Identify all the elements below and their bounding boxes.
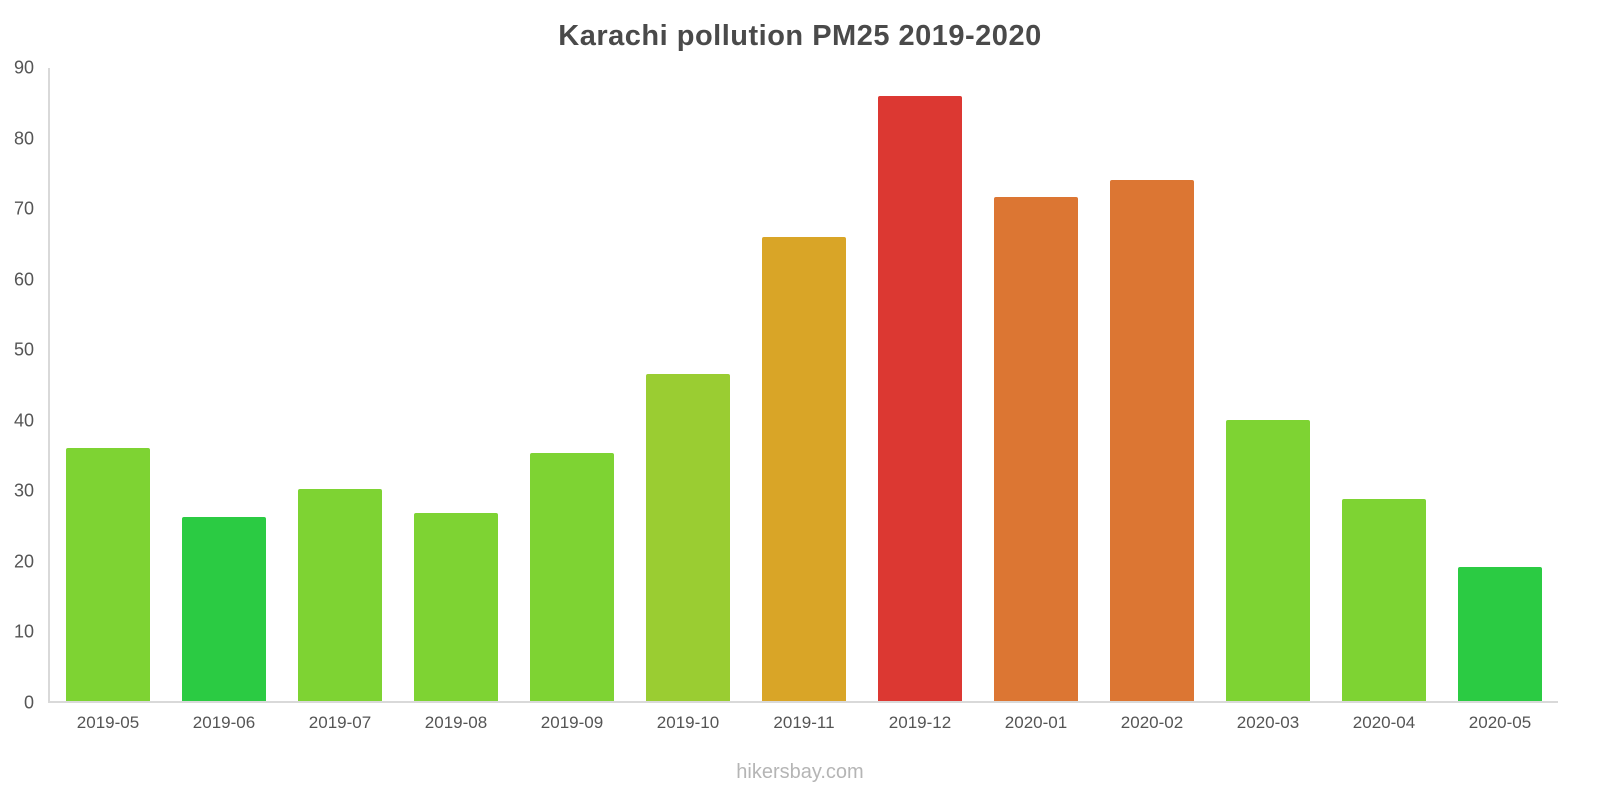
bar-slot: 2020-03 bbox=[1210, 68, 1326, 732]
bar bbox=[1458, 567, 1542, 701]
bar-slot: 2019-11 bbox=[746, 68, 862, 732]
x-tick-label: 2019-05 bbox=[76, 713, 140, 732]
x-tick-label: 2020-05 bbox=[1468, 713, 1532, 732]
plot-area: 2019-05 2019-06 2019-07 2019-08 2019-09 2019-… bbox=[48, 68, 1558, 732]
x-tick-label: 2020-01 bbox=[1004, 713, 1068, 732]
x-tick-label: 2020-03 bbox=[1236, 713, 1300, 732]
bar-slot: 2019-09 bbox=[514, 68, 630, 732]
bar-slot: 2020-02 bbox=[1094, 68, 1210, 732]
bar-slot: 2019-06 bbox=[166, 68, 282, 732]
y-tick-label: 40 bbox=[13, 410, 34, 431]
bar bbox=[762, 236, 846, 701]
bar bbox=[66, 447, 150, 701]
x-tick-label: 2019-12 bbox=[888, 713, 952, 732]
y-tick-label: 60 bbox=[13, 269, 34, 290]
x-tick-label: 2019-07 bbox=[308, 713, 372, 732]
bar-slot: 2019-12 bbox=[862, 68, 978, 732]
bar bbox=[530, 452, 614, 701]
bar-slot: 2019-08 bbox=[398, 68, 514, 732]
x-tick-label: 2019-09 bbox=[540, 713, 604, 732]
bar bbox=[182, 517, 266, 701]
y-tick-label: 70 bbox=[13, 198, 34, 219]
chart-title: Karachi pollution PM25 2019-2020 bbox=[558, 20, 1042, 52]
y-axis: 0 10 20 30 40 50 60 70 80 90 bbox=[0, 58, 46, 713]
y-tick-label: 10 bbox=[13, 621, 34, 642]
bar bbox=[646, 373, 730, 701]
bar-slot: 2019-10 bbox=[630, 68, 746, 732]
y-tick-label: 80 bbox=[13, 128, 34, 149]
bars: 2019-05 2019-06 2019-07 2019-08 2019-09 2019-… bbox=[50, 68, 1558, 732]
y-tick-label: 30 bbox=[13, 480, 34, 501]
bar-slot: 2020-04 bbox=[1326, 68, 1442, 732]
y-tick-label: 0 bbox=[23, 692, 34, 713]
watermark: hikersbay.com bbox=[736, 761, 864, 783]
y-tick-label: 20 bbox=[13, 551, 34, 572]
bar bbox=[414, 512, 498, 701]
bar bbox=[878, 96, 962, 701]
x-tick-label: 2020-04 bbox=[1352, 713, 1416, 732]
x-tick-label: 2020-02 bbox=[1120, 713, 1184, 732]
bar-slot: 2019-07 bbox=[282, 68, 398, 732]
bar-slot: 2019-05 bbox=[50, 68, 166, 732]
bar-slot: 2020-05 bbox=[1442, 68, 1558, 732]
y-tick-label: 90 bbox=[13, 57, 34, 78]
x-tick-label: 2019-10 bbox=[656, 713, 720, 732]
bar bbox=[298, 489, 382, 701]
bar bbox=[1342, 499, 1426, 701]
bar bbox=[994, 197, 1078, 701]
x-tick-label: 2019-11 bbox=[773, 713, 835, 732]
bar bbox=[1226, 419, 1310, 701]
bar bbox=[1110, 179, 1194, 701]
bar-slot: 2020-01 bbox=[978, 68, 1094, 732]
x-tick-label: 2019-06 bbox=[192, 713, 256, 732]
x-tick-label: 2019-08 bbox=[424, 713, 488, 732]
y-tick-label: 50 bbox=[13, 339, 34, 360]
